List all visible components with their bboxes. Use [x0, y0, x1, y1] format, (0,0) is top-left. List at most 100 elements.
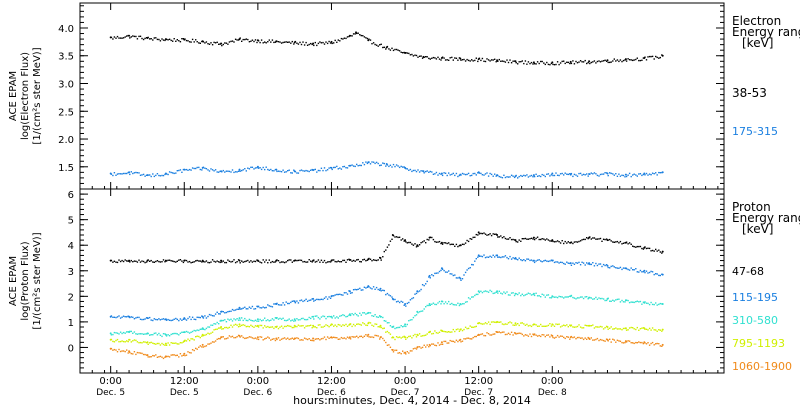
data-point: [179, 332, 182, 334]
data-point: [236, 171, 238, 173]
data-point: [264, 317, 266, 319]
data-point: [207, 261, 209, 264]
data-point: [285, 41, 287, 43]
data-point: [425, 346, 427, 348]
data-point: [434, 303, 436, 306]
data-point: [139, 341, 142, 344]
data-point: [541, 238, 543, 240]
data-point: [280, 318, 283, 320]
data-point: [409, 168, 412, 171]
data-point: [526, 334, 528, 336]
data-point: [354, 325, 356, 327]
data-point: [225, 170, 228, 172]
data-point: [241, 260, 243, 262]
data-point: [467, 240, 470, 243]
data-point: [518, 61, 520, 63]
data-point: [231, 335, 234, 338]
data-point: [118, 333, 120, 335]
data-point: [397, 165, 399, 167]
data-point: [191, 330, 194, 333]
data-point: [168, 259, 171, 261]
data-point: [222, 260, 224, 262]
data-point: [259, 324, 261, 327]
data-point: [334, 336, 336, 339]
data-point: [277, 260, 280, 262]
data-point: [214, 340, 217, 342]
data-point: [311, 339, 313, 342]
data-point: [339, 293, 341, 295]
data-point: [168, 171, 171, 173]
data-point: [241, 324, 243, 327]
data-point: [494, 173, 496, 175]
data-point: [199, 336, 201, 339]
data-point: [195, 347, 197, 350]
data-point: [201, 335, 203, 337]
data-point: [170, 354, 172, 356]
data-point: [478, 172, 481, 174]
data-point: [490, 256, 493, 258]
data-point: [460, 244, 462, 247]
data-point: [280, 42, 283, 44]
data-point: [552, 63, 554, 66]
data-point: [113, 172, 116, 174]
data-point: [618, 60, 620, 63]
data-point: [471, 238, 473, 240]
data-point: [653, 273, 655, 276]
data-point: [435, 332, 438, 334]
data-point: [138, 342, 140, 344]
data-point: [201, 261, 203, 263]
data-point: [440, 303, 442, 305]
data-point: [418, 55, 421, 57]
data-point: [418, 244, 421, 246]
data-point: [195, 167, 197, 170]
data-point: [506, 59, 508, 61]
data-point: [403, 51, 405, 54]
data-point: [133, 339, 136, 341]
data-point: [426, 170, 428, 172]
data-point: [119, 350, 122, 353]
data-point: [113, 316, 116, 318]
data-point: [262, 259, 264, 261]
data-point: [520, 259, 522, 261]
data-point: [540, 238, 542, 241]
data-point: [262, 306, 264, 308]
data-point: [219, 261, 221, 264]
data-point: [285, 325, 287, 328]
data-point: [205, 41, 208, 43]
data-point: [619, 328, 622, 330]
data-point: [133, 351, 136, 353]
data-point: [636, 175, 638, 177]
data-point: [264, 41, 266, 43]
data-point: [182, 341, 185, 343]
data-point: [222, 43, 224, 46]
data-point: [438, 240, 441, 243]
data-point: [613, 328, 615, 330]
data-point: [322, 315, 324, 317]
data-point: [618, 298, 620, 300]
data-point: [118, 341, 120, 343]
data-point: [346, 325, 349, 327]
data-point: [434, 57, 436, 59]
data-point: [503, 236, 505, 238]
data-point: [578, 297, 580, 299]
data-point: [602, 238, 605, 240]
data-point: [126, 349, 128, 351]
data-point: [257, 320, 260, 322]
data-point: [221, 320, 223, 322]
data-point: [480, 322, 482, 325]
data-point: [661, 345, 663, 347]
data-point: [408, 352, 410, 354]
data-point: [440, 269, 442, 272]
data-point: [348, 314, 350, 316]
data-point: [586, 262, 588, 264]
data-point: [193, 261, 195, 263]
data-point: [306, 261, 309, 263]
data-point: [118, 259, 120, 261]
data-point: [587, 325, 589, 327]
data-point: [274, 326, 277, 328]
data-point: [116, 316, 119, 318]
data-point: [541, 334, 543, 336]
data-point: [392, 49, 395, 52]
data-point: [538, 259, 540, 261]
data-point: [463, 274, 465, 276]
